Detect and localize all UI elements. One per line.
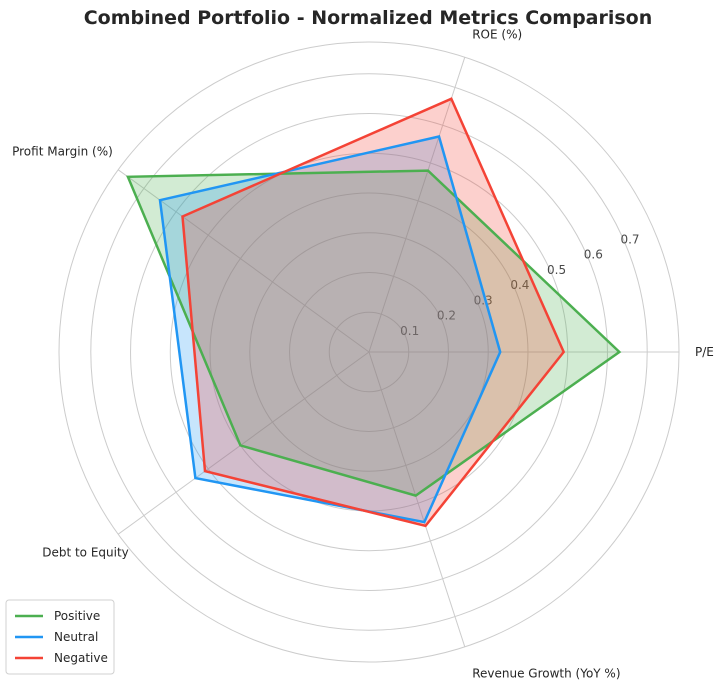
radial-tick-label: 0.6 xyxy=(584,248,603,262)
radial-tick-label: 0.5 xyxy=(547,263,566,277)
axis-label: Profit Margin (%) xyxy=(12,145,113,159)
legend: Positive Neutral Negative xyxy=(5,599,115,675)
axis-label: Debt to Equity xyxy=(42,545,129,559)
legend-label: Negative xyxy=(54,651,108,665)
radial-tick-label: 0.4 xyxy=(510,278,529,292)
chart-title: Combined Portfolio - Normalized Metrics … xyxy=(84,7,653,29)
series-polygons xyxy=(126,97,622,528)
axis-labels: P/E ROE (%) Profit Margin (%) Debt to Equit… xyxy=(12,27,714,680)
series-line xyxy=(181,97,566,528)
series-line xyxy=(126,169,622,497)
radial-tick-label: 0.1 xyxy=(400,324,419,338)
series-fill xyxy=(127,170,620,496)
grid-spoke xyxy=(368,57,466,353)
axis-label: Revenue Growth (YoY %) xyxy=(472,667,620,681)
radial-tick-label: 0.7 xyxy=(620,233,639,247)
radial-tick-label: 0.2 xyxy=(437,309,456,323)
series-fill xyxy=(160,136,501,523)
grid-spoke xyxy=(117,351,370,535)
series-fill xyxy=(182,98,564,526)
radial-tick-labels: 0.1 0.2 0.3 0.4 0.5 0.6 0.7 xyxy=(400,233,639,338)
legend-label: Positive xyxy=(54,609,100,623)
legend-box xyxy=(5,599,115,675)
axis-label: ROE (%) xyxy=(472,27,522,41)
axis-label: P/E xyxy=(695,345,714,359)
radial-tick-label: 0.3 xyxy=(474,293,493,307)
series-line xyxy=(158,135,502,524)
legend-label: Neutral xyxy=(54,630,98,644)
grid-spoke xyxy=(368,351,466,647)
